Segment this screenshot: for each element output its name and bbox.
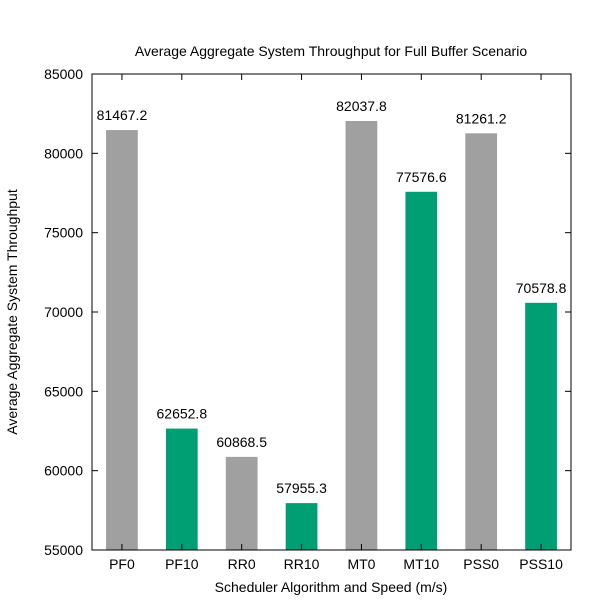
bar-MT10 bbox=[405, 191, 438, 550]
x-tick-label-MT10: MT10 bbox=[403, 556, 439, 572]
bar-RR10 bbox=[285, 503, 318, 550]
x-tick-label-RR0: RR0 bbox=[228, 556, 256, 572]
bars-group: 81467.2 62652.8 60868.5 57955.3 82037.8 77576… bbox=[97, 98, 567, 550]
data-label-MT10: 77576.6 bbox=[396, 169, 447, 185]
y-tick-label: 65000 bbox=[44, 383, 83, 399]
bar-PSS0 bbox=[465, 133, 498, 550]
y-axis-label: Average Aggregate System Throughput bbox=[4, 189, 20, 435]
data-label-PF0: 81467.2 bbox=[97, 107, 148, 123]
data-label-MT0: 82037.8 bbox=[336, 98, 387, 114]
data-label-RR10: 57955.3 bbox=[276, 480, 327, 496]
data-label-PSS10: 70578.8 bbox=[516, 280, 567, 296]
y-tick-label: 75000 bbox=[44, 225, 83, 241]
bar-RR0 bbox=[225, 456, 258, 550]
data-label-PSS0: 81261.2 bbox=[456, 110, 507, 126]
bar-PF0 bbox=[106, 130, 138, 550]
data-label-RR0: 60868.5 bbox=[216, 434, 267, 450]
bar-PF10 bbox=[165, 428, 198, 550]
plot-frame bbox=[91, 73, 572, 551]
x-axis-ticks: PF0 PF10 RR0 RR10 MT0 MT10 PSS0 PSS10 bbox=[109, 74, 563, 572]
x-tick-label-PF10: PF10 bbox=[165, 556, 199, 572]
x-tick-label-MT0: MT0 bbox=[347, 556, 375, 572]
x-tick-label-PF0: PF0 bbox=[109, 556, 135, 572]
bar-MT0 bbox=[345, 121, 378, 550]
x-tick-label-PSS0: PSS0 bbox=[463, 556, 499, 572]
y-tick-label: 85000 bbox=[44, 66, 83, 82]
y-tick-label: 60000 bbox=[44, 463, 83, 479]
y-tick-label: 70000 bbox=[44, 304, 83, 320]
x-tick-label-RR10: RR10 bbox=[284, 556, 320, 572]
bar-PSS10 bbox=[525, 302, 557, 550]
x-tick-label-PSS10: PSS10 bbox=[519, 556, 563, 572]
chart-title: Average Aggregate System Throughput for … bbox=[135, 43, 527, 59]
x-axis-label: Scheduler Algorithm and Speed (m/s) bbox=[215, 579, 448, 595]
data-label-PF10: 62652.8 bbox=[157, 406, 208, 422]
y-tick-label: 80000 bbox=[44, 145, 83, 161]
y-tick-label: 55000 bbox=[44, 542, 83, 558]
